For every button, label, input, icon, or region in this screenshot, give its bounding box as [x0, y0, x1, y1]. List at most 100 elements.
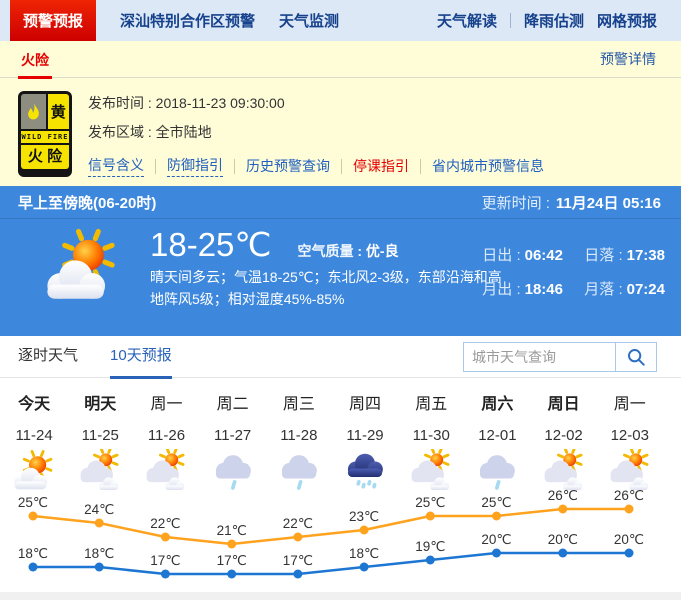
svg-text:20℃: 20℃ [481, 532, 511, 547]
sun-moon-times: 日出 :06:42 日落 :17:38 月出 :18:46 月落 :07:24 [482, 244, 665, 312]
forecast-period-label: 早上至傍晚(06-20时) [18, 194, 157, 212]
tab-hourly-weather[interactable]: 逐时天气 [18, 347, 79, 364]
day-date: 11-30 [412, 427, 450, 444]
nav-tab-warning-forecast[interactable]: 预警预报 [10, 0, 97, 41]
temperature-chart: 25℃ 24℃ 22℃ 21℃ 22℃ 23℃ 25℃ 25℃ 26℃ 26℃ 18℃ 18℃ 17℃ 1… [0, 488, 681, 592]
day-date: 11-26 [147, 427, 186, 444]
warning-grade-label: 黄 [47, 94, 69, 129]
tab-fire-risk[interactable]: 火险 [18, 41, 52, 79]
divider [341, 158, 342, 174]
day-name: 周二 [216, 396, 249, 413]
top-nav: 预警预报 深汕特别合作区预警 天气监测 天气解读 降雨估测 网格预报 [0, 0, 681, 41]
svg-text:19℃: 19℃ [415, 539, 445, 554]
nav-item-weather-interpret[interactable]: 天气解读 [436, 13, 497, 30]
day-name: 明天 [84, 396, 117, 413]
day-date: 12-02 [544, 427, 583, 444]
nav-item-shenshan-warning[interactable]: 深汕特别合作区预警 [120, 13, 256, 30]
moonset-label: 月落 : [584, 281, 623, 298]
publish-time-value: 2018-11-23 09:30:00 [155, 95, 285, 111]
svg-text:20℃: 20℃ [548, 532, 578, 547]
svg-text:21℃: 21℃ [217, 523, 247, 538]
alert-links: 信号含义 防御指引 历史预警查询 停课指引 省内城市预警信息 [88, 155, 544, 177]
sun-cloud-icon [38, 227, 126, 309]
day-name: 周一 [150, 396, 183, 413]
day-date: 11-24 [15, 427, 53, 444]
day-name: 周日 [547, 396, 580, 413]
forecast-tab-bar: 逐时天气 10天预报 [0, 336, 681, 379]
link-history-warning-query[interactable]: 历史预警查询 [246, 158, 330, 174]
rain-icon [266, 448, 332, 496]
weather-description: 晴天间多云；气温18-25℃；东北风2-3级，东部沿海和高地阵风5级；相对湿度4… [150, 269, 502, 307]
svg-text:26℃: 26℃ [614, 490, 644, 503]
rain-icon [464, 448, 530, 496]
link-province-city-warnings[interactable]: 省内城市预警信息 [432, 158, 544, 174]
sunrise-value: 06:42 [524, 247, 563, 264]
cloudy-sun-icon [531, 448, 597, 496]
link-class-suspension-guide[interactable]: 停课指引 [353, 158, 409, 174]
moonrise-label: 月出 : [482, 281, 521, 298]
day-date: 11-27 [214, 427, 252, 444]
svg-text:17℃: 17℃ [283, 553, 313, 568]
air-quality: 空气质量 : 优-良 [297, 241, 398, 261]
sunrise-label: 日出 : [482, 247, 521, 264]
warning-type-en: WILD FIRE [21, 131, 69, 143]
heavy-rain-icon [332, 448, 398, 496]
link-signal-meaning[interactable]: 信号含义 [88, 155, 144, 177]
fire-warning-badge: 黄 WILD FIRE 火 险 [18, 91, 72, 177]
search-icon [628, 349, 645, 366]
update-time-label: 更新时间 : [481, 194, 550, 212]
current-weather-body: 18-25℃ 空气质量 : 优-良 晴天间多云；气温18-25℃；东北风2-3级… [0, 219, 681, 310]
cloudy-sun-icon [398, 448, 464, 496]
publish-time-label: 发布时间 : [88, 95, 152, 111]
svg-text:25℃: 25℃ [481, 495, 511, 510]
forecast-day: 周五 11-30 [398, 390, 464, 496]
divider [155, 158, 156, 174]
flame-icon [21, 94, 46, 129]
air-quality-value: 优-良 [365, 243, 399, 259]
city-weather-search [463, 342, 657, 372]
sun-cloud-icon [1, 448, 67, 496]
update-time: 更新时间 : 11月24日 05:16 [482, 192, 661, 213]
link-defense-guide[interactable]: 防御指引 [167, 155, 223, 177]
day-date: 12-01 [478, 427, 517, 444]
current-weather-header: 早上至傍晚(06-20时) 更新时间 : 11月24日 05:16 [0, 186, 681, 219]
day-date: 11-28 [280, 427, 318, 444]
cloudy-sun-icon [67, 448, 133, 496]
forecast-day: 周六 12-01 [464, 390, 530, 496]
search-input[interactable] [463, 342, 616, 372]
moonrise-value: 18:46 [524, 281, 563, 298]
svg-text:23℃: 23℃ [349, 509, 379, 524]
nav-item-grid-forecast[interactable]: 网格预报 [596, 13, 657, 30]
nav-item-weather-monitor[interactable]: 天气监测 [279, 13, 340, 30]
warning-detail-link[interactable]: 预警详情 [600, 51, 656, 67]
nav-divider [509, 13, 511, 28]
day-name: 周五 [415, 396, 448, 413]
tab-ten-day-forecast[interactable]: 10天预报 [110, 344, 172, 379]
svg-text:26℃: 26℃ [548, 490, 578, 503]
search-button[interactable] [616, 342, 657, 372]
svg-text:24℃: 24℃ [84, 502, 114, 517]
nav-right-group: 天气解读 降雨估测 网格预报 [437, 0, 657, 41]
current-weather-main: 18-25℃ 空气质量 : 优-良 晴天间多云；气温18-25℃；东北风2-3级… [150, 225, 502, 310]
day-name: 周四 [349, 396, 382, 413]
forecast-day: 周日 12-02 [531, 390, 597, 496]
day-date: 12-03 [610, 427, 649, 444]
footer-strip [0, 592, 681, 600]
forecast-day: 周一 11-26 [133, 390, 199, 496]
svg-text:25℃: 25℃ [18, 495, 48, 510]
publish-area-label: 发布区域 : [88, 124, 152, 140]
svg-text:20℃: 20℃ [614, 532, 644, 547]
forecast-days-grid: 今天 11-24 明天 11-25 周一 11-26 周二 11-27 周三 11-28 周四 11-… [0, 378, 681, 490]
alert-tab-bar: 火险 预警详情 [0, 41, 681, 79]
day-name: 今天 [18, 396, 51, 413]
nav-item-rain-estimate[interactable]: 降雨估测 [523, 13, 584, 30]
sunset-label: 日落 : [584, 247, 623, 264]
divider [420, 158, 421, 174]
forecast-day: 周一 12-03 [597, 390, 663, 496]
day-date: 11-29 [346, 427, 384, 444]
publish-area-value: 全市陆地 [155, 124, 212, 140]
svg-text:22℃: 22℃ [150, 516, 180, 531]
sunset-value: 17:38 [626, 247, 665, 264]
air-quality-label: 空气质量 : [297, 243, 363, 259]
moonset-value: 07:24 [626, 281, 665, 298]
